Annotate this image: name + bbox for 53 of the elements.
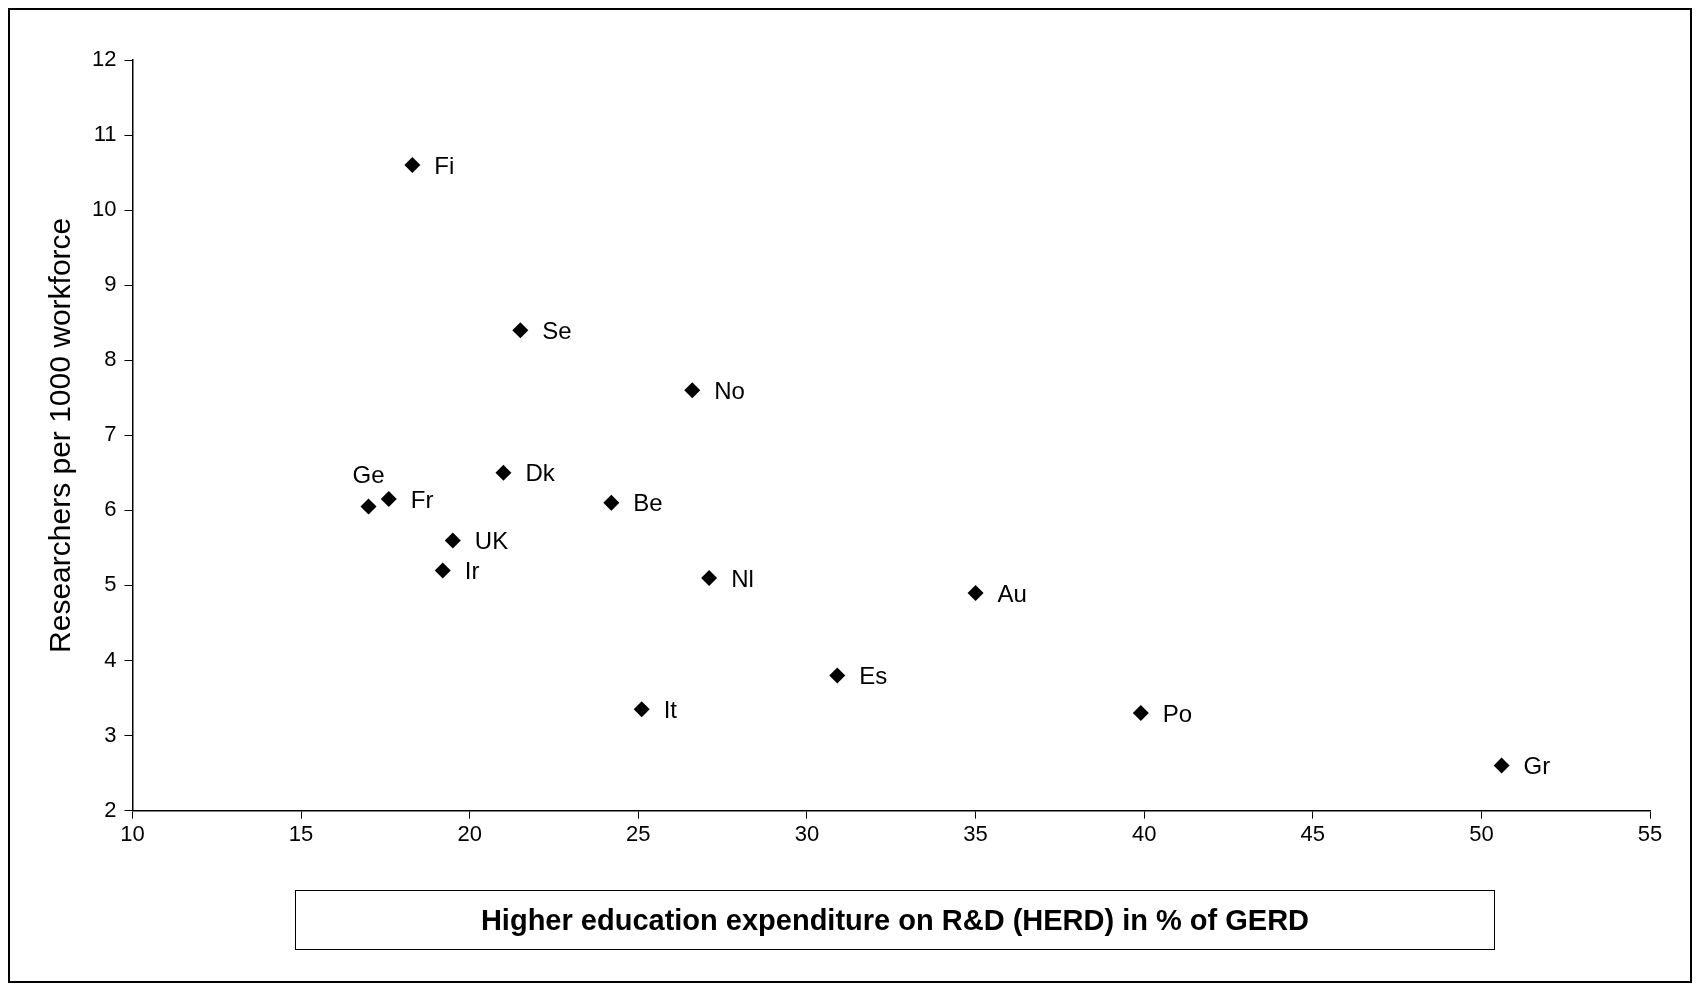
x-tick-label: 30 [794,820,820,846]
annotation: It [663,695,678,723]
y-tick-label: 4 [104,646,117,672]
point [684,382,701,399]
y-axis-title: Researchers per 1000 workforce [43,217,77,653]
x-axis-title: Higher education expenditure on R&D (HERD) in % of GERD [295,890,1495,950]
annotation: Ir [464,557,480,585]
annotation: Be [633,489,663,517]
y-tick-label: 12 [91,46,117,72]
y-tick-label: 3 [104,721,117,747]
point [360,498,377,515]
annotation: Po [1162,699,1193,727]
point [444,532,461,549]
point [603,494,620,511]
point [380,491,397,508]
y-tick-label: 5 [104,571,117,597]
x-tick-label: 20 [457,820,482,846]
annotation: Au [997,579,1027,607]
point [829,667,846,684]
annotation: Nl [731,564,754,592]
point [495,464,512,481]
y-tick-label: 10 [91,196,117,222]
point [967,584,984,601]
y-tick-label: 7 [104,421,117,447]
annotation: Gr [1523,752,1551,780]
x-tick-label: 40 [1131,820,1157,846]
x-tick-label: 35 [963,820,988,846]
x-tick-label: 25 [626,820,651,846]
y-tick-label: 6 [104,496,117,522]
point [1493,757,1510,774]
point [434,562,451,579]
annotation: Ge [352,461,385,489]
x-tick-label: 55 [1637,820,1663,846]
x-tick-label: 15 [288,820,314,846]
annotation: Fi [434,151,455,179]
y-tick-label: 11 [93,121,117,147]
annotation: No [714,376,745,404]
point [701,569,718,586]
annotation: UK [474,527,509,555]
annotation: Fr [410,485,434,513]
x-tick-label: 50 [1469,820,1494,846]
y-tick-label: 8 [104,346,117,372]
x-tick-label: 45 [1300,820,1326,846]
annotation: Es [859,662,888,690]
annotation: Dk [525,459,556,487]
point [512,322,529,339]
point [1132,705,1149,722]
point [404,157,421,174]
y-tick-label: 9 [104,271,117,297]
y-tick-label: 2 [104,796,117,822]
point [633,701,650,718]
annotation: Se [542,316,572,344]
x-tick-label: 10 [120,820,145,846]
